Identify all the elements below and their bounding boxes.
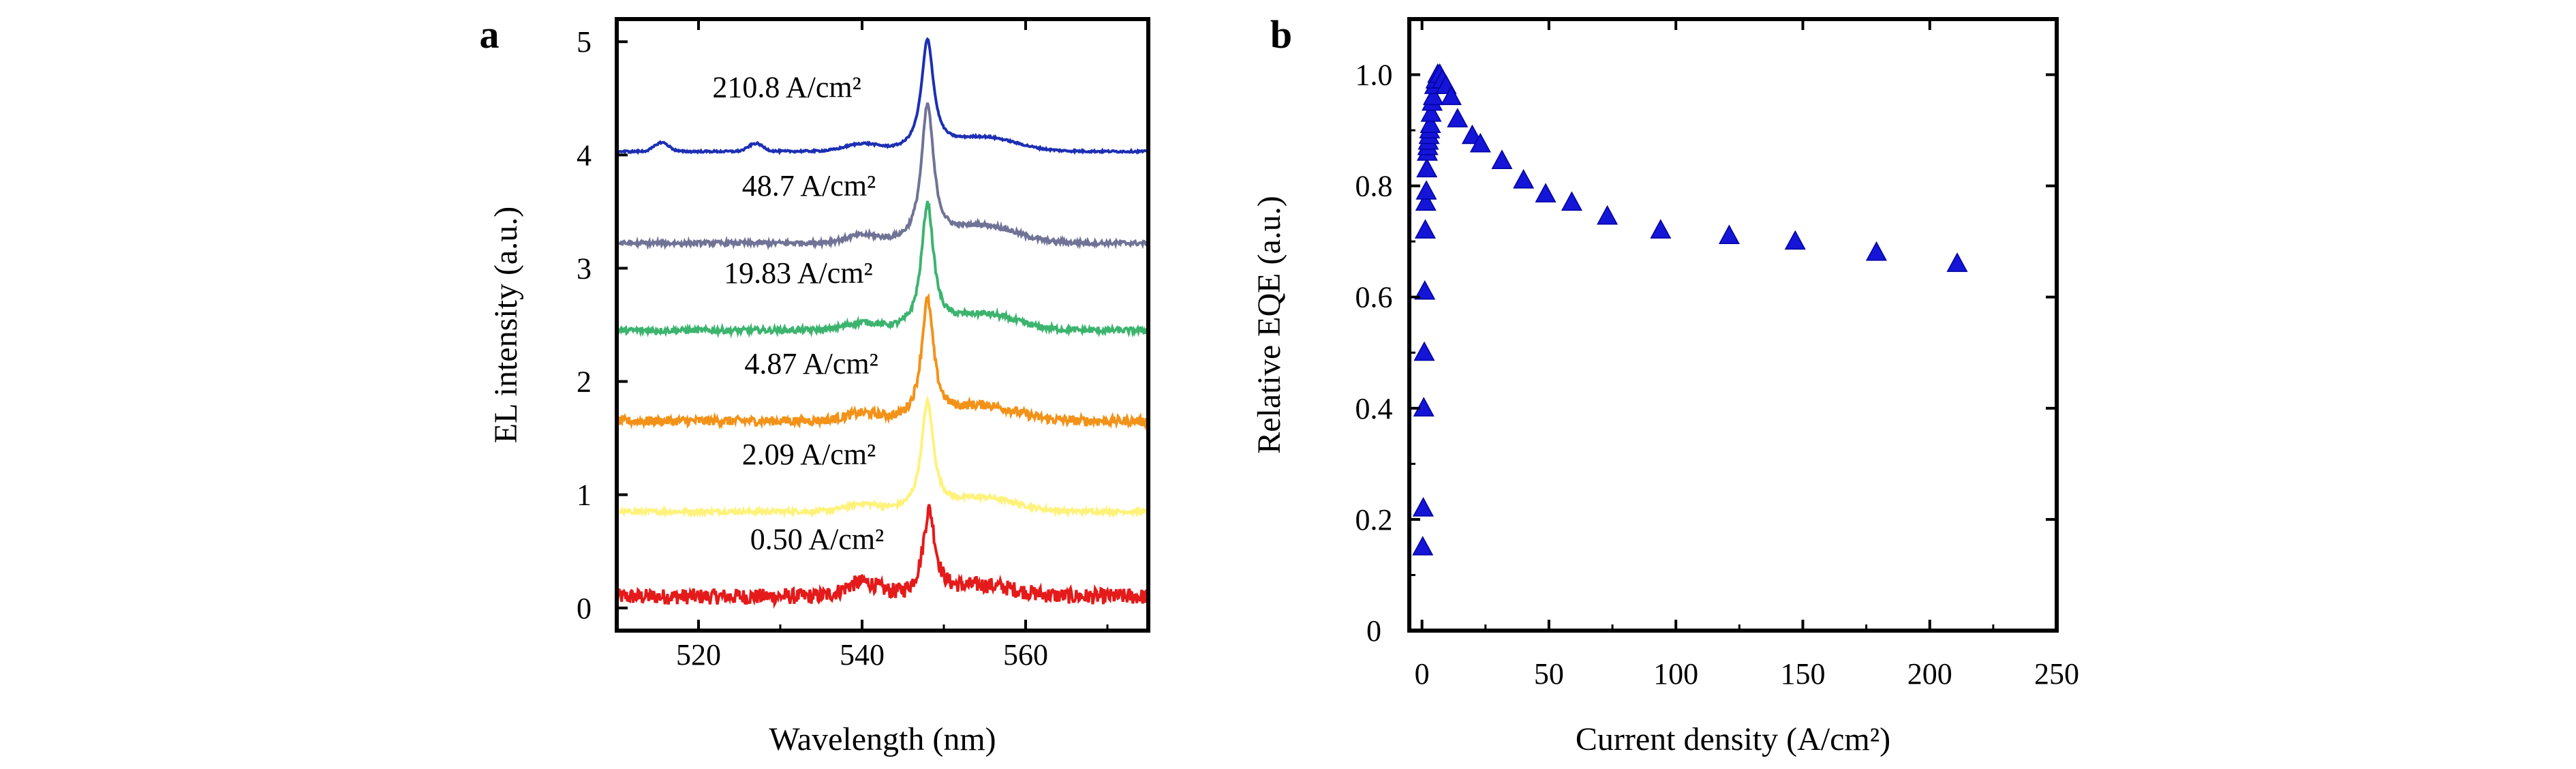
panel-letter-b: b — [1270, 12, 1292, 57]
data-point-8 — [1416, 157, 1438, 178]
y-axis-label-a: EL intensity (a.u.) — [488, 207, 524, 443]
spectrum-line-3 — [615, 200, 1148, 339]
x-tick-label-a: 520 — [676, 638, 721, 672]
data-point-17 — [1422, 85, 1444, 106]
x-tick-label-a: 540 — [840, 638, 885, 672]
data-point-34 — [1718, 224, 1740, 245]
y-tick-label-b: 1.0 — [1355, 59, 1393, 92]
data-point-15 — [1420, 102, 1442, 122]
y-tick-label-a: 2 — [577, 365, 592, 399]
spectrum-line-4 — [616, 102, 1149, 251]
x-axis-label-b: Current density (A/cm²) — [1576, 721, 1890, 757]
spectrum-line-0 — [615, 504, 1149, 609]
data-point-3 — [1413, 341, 1435, 361]
data-point-0 — [1412, 536, 1434, 556]
chart-panel-b: 0 50 100 150 200 250 0 0.2 0.4 0.6 0.8 1.0 Current d… — [1251, 12, 2079, 757]
chart-panel-a: 0.50 A/cm² 2.09 A/cm² 4.87 A/cm² 19.83 A/cm… — [480, 12, 1150, 757]
data-point-29 — [1513, 168, 1535, 189]
data-point-32 — [1597, 205, 1619, 225]
data-point-14 — [1420, 113, 1441, 133]
plot-frame-a — [615, 17, 1150, 633]
data-point-36 — [1865, 241, 1887, 261]
data-point-37 — [1946, 252, 1968, 272]
spectrum-line-5 — [615, 37, 1149, 155]
x-tick-label-a: 560 — [1003, 638, 1048, 672]
y-tick-label-a: 0 — [577, 592, 592, 625]
series-label-1: 2.09 A/cm² — [742, 438, 876, 471]
series-label-5: 210.8 A/cm² — [712, 71, 861, 104]
y-tick-label-b: 0 — [1366, 614, 1381, 648]
data-point-35 — [1784, 230, 1806, 250]
y-tick-label-a: 5 — [577, 25, 592, 59]
spectrum-line-2 — [615, 292, 1149, 431]
x-tick-label-b: 50 — [1534, 657, 1564, 691]
data-point-27 — [1469, 132, 1491, 153]
x-tick-label-b: 0 — [1415, 657, 1430, 691]
series-label-4: 48.7 A/cm² — [742, 169, 876, 202]
data-point-24 — [1440, 85, 1462, 106]
spectrum-line-1 — [615, 395, 1148, 519]
x-axis-label-a: Wavelength (nm) — [769, 721, 996, 757]
x-tick-label-b: 150 — [1780, 657, 1825, 691]
data-point-33 — [1650, 219, 1672, 239]
data-point-28 — [1491, 149, 1513, 169]
data-point-6 — [1415, 191, 1437, 211]
y-tick-label-a: 4 — [577, 138, 592, 172]
series-label-3: 19.83 A/cm² — [724, 256, 873, 290]
panel-letter-a: a — [480, 12, 500, 57]
data-point-25 — [1447, 108, 1469, 127]
data-point-31 — [1561, 191, 1582, 211]
plot-frame-b — [1407, 17, 2059, 633]
y-tick-label-b: 0.8 — [1355, 170, 1393, 203]
x-tick-label-b: 200 — [1907, 657, 1952, 691]
data-point-7 — [1415, 180, 1437, 200]
y-tick-label-b: 0.2 — [1355, 503, 1393, 537]
x-tick-label-b: 100 — [1653, 657, 1698, 691]
y-axis-label-b: Relative EQE (a.u.) — [1251, 196, 1287, 454]
series-label-0: 0.50 A/cm² — [750, 522, 885, 556]
y-tick-label-a: 3 — [577, 252, 592, 285]
x-tick-label-b: 250 — [2034, 657, 2079, 691]
data-point-5 — [1414, 219, 1436, 239]
y-tick-label-a: 1 — [577, 479, 592, 512]
series-label-2: 4.87 A/cm² — [744, 347, 878, 380]
y-tick-label-b: 0.4 — [1355, 392, 1393, 425]
data-point-4 — [1414, 280, 1436, 300]
data-point-30 — [1535, 183, 1557, 202]
data-point-1 — [1412, 497, 1434, 517]
y-tick-label-b: 0.6 — [1355, 281, 1393, 314]
